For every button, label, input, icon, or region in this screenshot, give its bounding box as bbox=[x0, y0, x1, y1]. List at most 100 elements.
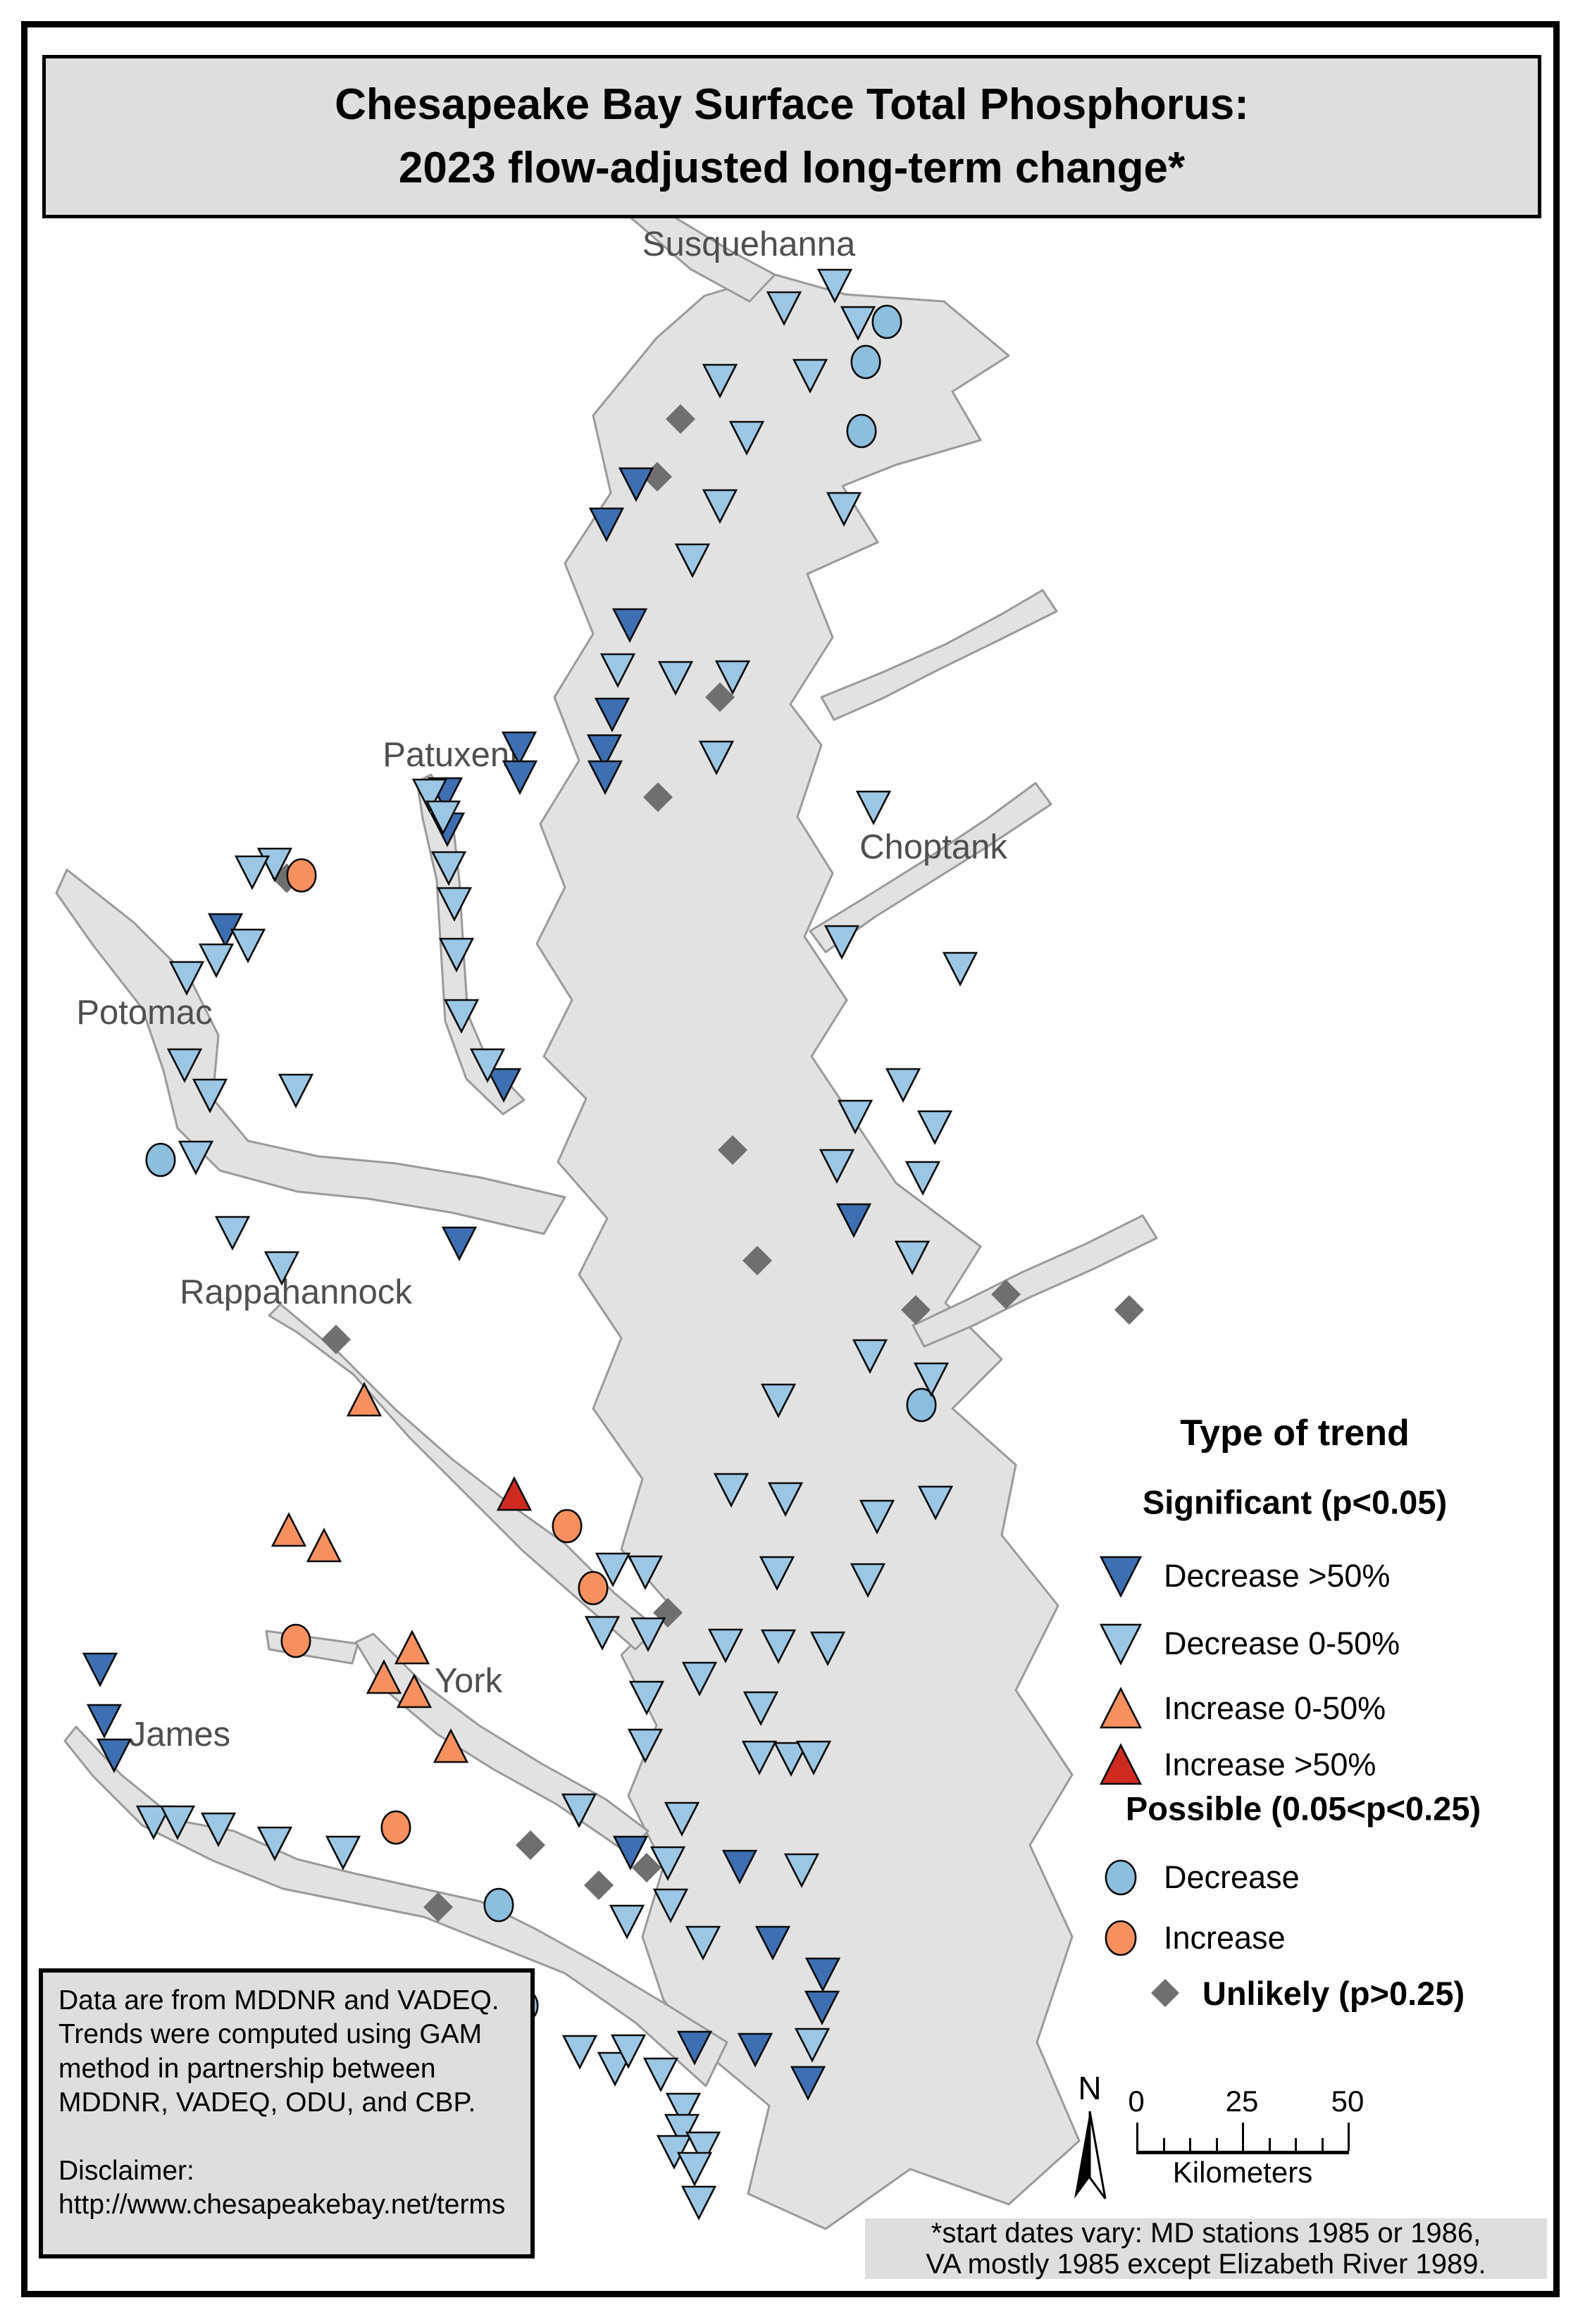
significant-decrease-gt50-marker bbox=[835, 1201, 872, 1238]
significant-decrease-0-50-marker-icon bbox=[783, 1853, 820, 1888]
significant-decrease-0-50-marker-icon bbox=[599, 653, 636, 688]
possible-increase-marker bbox=[549, 1508, 585, 1544]
significant-decrease-0-50-marker bbox=[852, 1337, 888, 1374]
unlikely-marker-icon bbox=[423, 1892, 453, 1922]
significant-decrease-0-50-marker bbox=[760, 1382, 797, 1418]
significant-decrease-gt50-marker bbox=[588, 506, 625, 542]
unlikely-marker-icon bbox=[705, 682, 735, 712]
legend-unlikely-label: Unlikely (p>0.25) bbox=[1202, 1974, 1465, 2012]
unlikely-marker bbox=[320, 1323, 352, 1356]
significant-decrease-0-50-marker-icon bbox=[609, 1904, 645, 1939]
possible-decrease-marker-icon bbox=[871, 304, 902, 339]
unlikely-marker-icon bbox=[666, 404, 695, 434]
significant-decrease-0-50-marker bbox=[794, 2026, 831, 2063]
river-label-susquehanna: Susquehanna bbox=[642, 225, 856, 263]
significant-decrease-0-50-marker bbox=[178, 1139, 214, 1175]
significant-decrease-0-50-marker bbox=[198, 942, 235, 978]
legend-item-significant-decrease-gt50-marker: Decrease >50% bbox=[1099, 1542, 1550, 1610]
significant-increase-0-50-marker bbox=[306, 1528, 342, 1564]
significant-decrease-gt50-marker bbox=[754, 1924, 791, 1961]
scale-tick bbox=[1162, 2138, 1165, 2151]
significant-decrease-0-50-marker-icon bbox=[702, 489, 738, 524]
possible-decrease-marker bbox=[843, 413, 880, 449]
significant-decrease-0-50-marker bbox=[599, 651, 636, 688]
significant-decrease-0-50-marker-icon bbox=[430, 851, 467, 886]
significant-decrease-0-50-marker-icon bbox=[469, 1048, 506, 1083]
significant-decrease-0-50-marker bbox=[657, 659, 694, 696]
significant-decrease-0-50-marker bbox=[610, 2032, 647, 2069]
significant-increase-0-50-marker-icon bbox=[1099, 1687, 1143, 1729]
unlikely-marker-icon bbox=[584, 1870, 614, 1900]
significant-decrease-0-50-marker-icon bbox=[852, 1339, 888, 1374]
significant-decrease-gt50-marker-icon bbox=[501, 731, 537, 766]
significant-decrease-0-50-marker bbox=[850, 1561, 886, 1598]
legend-significant-heading: Significant (p<0.05) bbox=[1142, 1483, 1448, 1521]
legend-item-label: Increase 0-50% bbox=[1164, 1690, 1386, 1726]
significant-decrease-0-50-marker-icon bbox=[584, 1616, 621, 1651]
significant-decrease-0-50-marker-icon bbox=[665, 2092, 702, 2128]
possible-decrease-marker bbox=[142, 1142, 179, 1178]
significant-increase-0-50-marker bbox=[346, 1382, 383, 1418]
significant-decrease-0-50-marker-icon bbox=[713, 1473, 750, 1508]
unlikely-marker bbox=[704, 681, 736, 713]
legend-possible-heading: Possible (0.05<p<0.25) bbox=[1125, 1789, 1481, 1828]
significant-decrease-0-50-marker-icon bbox=[411, 778, 448, 813]
significant-decrease-0-50-marker bbox=[230, 927, 266, 963]
possible-increase-marker bbox=[575, 1570, 611, 1606]
potomac-river bbox=[55, 868, 566, 1235]
significant-decrease-gt50-marker bbox=[586, 732, 623, 769]
unlikely-marker bbox=[990, 1278, 1022, 1311]
scale-tick bbox=[1242, 2123, 1244, 2151]
significant-decrease-0-50-marker bbox=[792, 357, 828, 394]
significant-increase-0-50-marker-icon bbox=[366, 1659, 402, 1694]
unlikely-marker-icon bbox=[632, 1853, 661, 1882]
significant-decrease-0-50-marker bbox=[905, 1159, 941, 1196]
significant-decrease-0-50-marker bbox=[702, 487, 738, 524]
significant-decrease-0-50-marker bbox=[917, 1484, 954, 1520]
significant-decrease-0-50-marker bbox=[676, 2150, 713, 2187]
north-arrow-icon bbox=[1074, 2111, 1107, 2199]
significant-decrease-0-50-marker-icon bbox=[680, 2185, 717, 2220]
scale-tick bbox=[1295, 2138, 1297, 2151]
possible-decrease-marker bbox=[869, 304, 905, 340]
significant-decrease-0-50-marker bbox=[200, 1811, 237, 1847]
significant-decrease-0-50-marker bbox=[214, 1214, 251, 1251]
legend-item-possible-increase-marker: Increase bbox=[1099, 1904, 1550, 1972]
significant-decrease-0-50-marker-icon bbox=[652, 1888, 689, 1923]
significant-decrease-0-50-marker-icon bbox=[792, 358, 828, 394]
significant-decrease-0-50-marker-icon bbox=[676, 2151, 713, 2187]
significant-decrease-0-50-marker-icon bbox=[794, 2028, 831, 2063]
possible-increase-marker-icon bbox=[1105, 1920, 1137, 1956]
river-label-rappahannock: Rappahannock bbox=[180, 1273, 412, 1311]
significant-decrease-gt50-marker-icon bbox=[754, 1925, 791, 1961]
river-label-york: York bbox=[434, 1662, 503, 1700]
significant-decrease-0-50-marker bbox=[783, 1851, 820, 1888]
significant-decrease-0-50-marker bbox=[809, 1630, 846, 1666]
significant-decrease-0-50-marker bbox=[795, 1739, 832, 1775]
significant-decrease-gt50-marker-icon bbox=[586, 734, 623, 769]
river-label-choptank: Choptank bbox=[859, 828, 1007, 866]
significant-decrease-gt50-marker-icon bbox=[82, 1652, 118, 1687]
legend-title: Type of trend bbox=[1180, 1413, 1410, 1454]
possible-increase-marker-icon bbox=[552, 1508, 583, 1544]
significant-increase-0-50-marker bbox=[394, 1630, 430, 1666]
possible-decrease-marker-icon bbox=[145, 1142, 176, 1177]
significant-decrease-0-50-marker bbox=[135, 1804, 172, 1840]
unlikely-marker bbox=[642, 781, 674, 813]
possible-decrease-marker-icon bbox=[906, 1387, 937, 1423]
significant-decrease-gt50-marker-icon bbox=[611, 608, 648, 643]
significant-decrease-0-50-marker-icon bbox=[657, 661, 694, 696]
significant-decrease-0-50-marker-icon bbox=[610, 2034, 647, 2069]
significant-decrease-gt50-marker bbox=[485, 1066, 522, 1103]
significant-decrease-0-50-marker-icon bbox=[159, 1805, 196, 1840]
legend-item-label: Increase >50% bbox=[1164, 1747, 1376, 1782]
significant-increase-gt50-marker-icon bbox=[496, 1476, 533, 1511]
significant-decrease-0-50-marker bbox=[837, 1098, 874, 1135]
unlikely-marker bbox=[583, 1869, 615, 1901]
significant-decrease-0-50-marker-legend-glyph bbox=[1099, 1622, 1143, 1666]
significant-increase-0-50-marker-icon bbox=[346, 1382, 383, 1417]
significant-decrease-0-50-marker bbox=[234, 854, 271, 890]
river-label-potomac: Potomac bbox=[76, 994, 213, 1032]
significant-increase-0-50-marker bbox=[396, 1673, 433, 1710]
significant-decrease-gt50-marker-icon bbox=[790, 2066, 826, 2101]
